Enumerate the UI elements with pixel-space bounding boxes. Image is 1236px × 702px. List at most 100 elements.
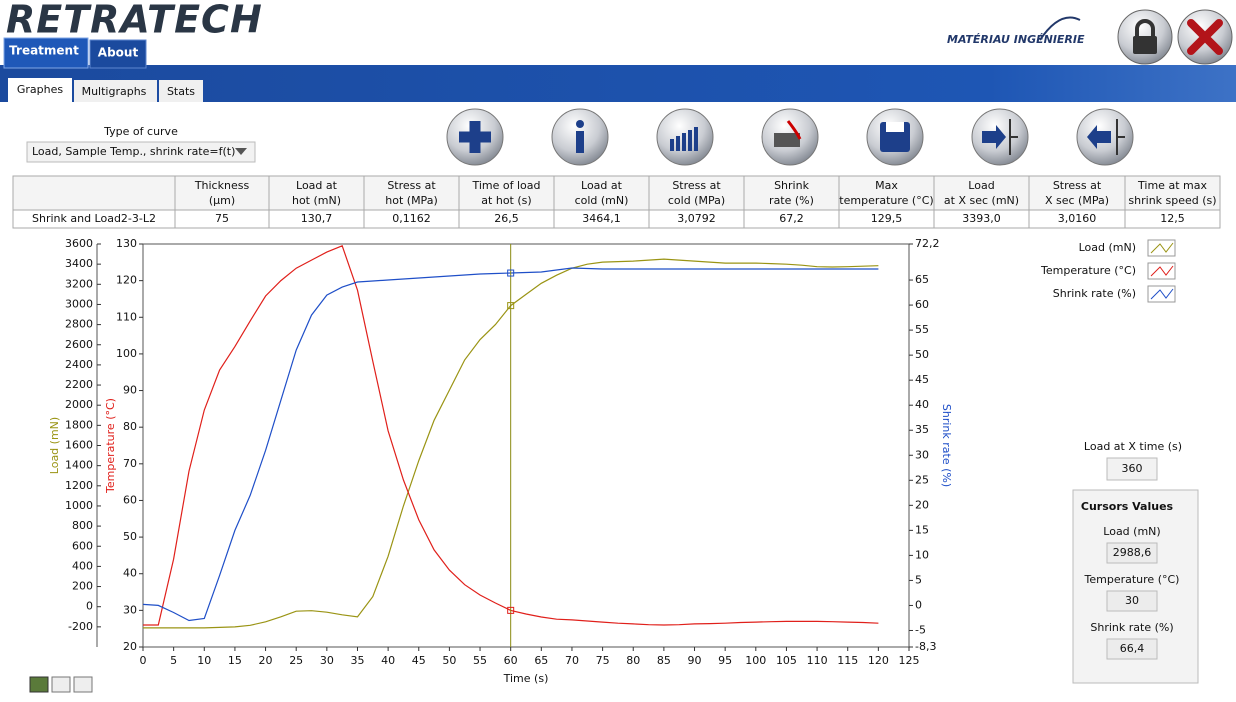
x-tick-label: 30 (320, 654, 334, 667)
partner-logo: MATÉRIAU INGÉNIERIE (947, 33, 1085, 46)
graph-tools[interactable] (29, 676, 93, 693)
load-tick-label: -200 (68, 620, 93, 633)
icon[interactable] (982, 125, 1006, 149)
shrink-tick-label: -8,3 (915, 640, 936, 653)
lock-button[interactable] (1117, 9, 1173, 65)
table-header: X sec (MPa) (1045, 194, 1109, 207)
table-header: Load at (581, 179, 623, 192)
temperature-tick-label: 90 (123, 384, 137, 397)
x-axis-title: Time (s) (503, 672, 549, 685)
icon[interactable] (886, 122, 904, 132)
legend-swatch (1147, 262, 1176, 280)
shrink-tick-label: 20 (915, 498, 929, 511)
cursor-marker (507, 302, 515, 310)
table-header: Stress at (672, 179, 721, 192)
cursor-label: Shrink rate (%) (1090, 621, 1173, 634)
toolbar-stats[interactable] (656, 108, 714, 166)
y-axis-title: Shrink rate (%) (940, 404, 953, 487)
load-tick-label: 800 (72, 519, 93, 532)
table-header: Max (875, 179, 898, 192)
cursors-title: Cursors Values (1081, 500, 1174, 513)
toolbar-cursor-hand[interactable] (1076, 108, 1134, 166)
shrink-tick-label: 35 (915, 423, 929, 436)
icon[interactable] (682, 133, 686, 151)
temperature-tick-label: 110 (116, 310, 137, 323)
icon[interactable] (576, 120, 584, 128)
table-cell: 130,7 (301, 212, 333, 225)
load-tick-label: 3200 (65, 277, 93, 290)
shrink-tick-label: 60 (915, 298, 929, 311)
load-tick-label: 3000 (65, 297, 93, 310)
shrink-tick-label: 45 (915, 373, 929, 386)
temperature-tick-label: 50 (123, 530, 137, 543)
icon[interactable] (694, 127, 698, 151)
icon[interactable] (1009, 119, 1018, 155)
cursor-label: Load (mN) (1103, 525, 1160, 538)
icon[interactable] (688, 130, 692, 151)
shrink-tick-label: 30 (915, 448, 929, 461)
shrink-tick-label: 5 (915, 573, 922, 586)
table-cell: 67,2 (779, 212, 804, 225)
toolbar-save[interactable] (866, 108, 924, 166)
subtab-label[interactable]: Graphes (17, 83, 64, 96)
legend-line (1150, 265, 1174, 277)
toolbar-plus[interactable] (446, 108, 504, 166)
subtab-label[interactable]: Stats (167, 85, 195, 98)
tab-label[interactable]: Treatment (9, 44, 79, 58)
shrink-tick-label: 65 (915, 273, 929, 286)
table-header: at X sec (mN) (944, 194, 1019, 207)
icon[interactable] (1116, 119, 1125, 155)
load-tick-label: 2000 (65, 398, 93, 411)
load-tick-label: 1600 (65, 439, 93, 452)
dropdown-arrow[interactable] (235, 148, 247, 155)
y-axis-title: Load (mN) (48, 417, 61, 474)
curve-dropdown[interactable] (26, 141, 256, 163)
cursor-value: 2988,6 (1113, 546, 1152, 559)
load-tick-label: 2200 (65, 378, 93, 391)
subtab-multigraphs[interactable] (74, 80, 157, 102)
icon[interactable] (1087, 125, 1111, 149)
load-tick-label: 1800 (65, 418, 93, 431)
table-header: cold (mN) (575, 194, 629, 207)
tab-treatment[interactable] (3, 37, 89, 69)
icon[interactable] (676, 136, 680, 151)
toolbar-cursor-in[interactable] (971, 108, 1029, 166)
icon[interactable] (576, 131, 584, 153)
table-header: Thickness (194, 179, 250, 192)
shrink-tick-label: 25 (915, 473, 929, 486)
table-cell: 129,5 (871, 212, 903, 225)
legend-line (1150, 242, 1174, 254)
curve-label: Type of curve (103, 125, 178, 138)
shrink-tick-label: 72,2 (915, 237, 940, 250)
legend-label: Load (mN) (1079, 241, 1136, 254)
icon[interactable] (786, 120, 802, 140)
close-button[interactable] (1177, 9, 1233, 65)
subtab-stats[interactable] (159, 80, 203, 102)
toolbar-info[interactable] (551, 108, 609, 166)
legend-swatch (1147, 239, 1176, 257)
icon[interactable] (459, 121, 491, 153)
shrink-tick-label: 40 (915, 398, 929, 411)
subtab-label[interactable]: Multigraphs (82, 85, 147, 98)
legend-line (1150, 288, 1174, 300)
table-header: hot (mN) (292, 194, 341, 207)
table-cell: 3,0792 (677, 212, 716, 225)
cursor-value-box (1106, 590, 1158, 612)
toolbar-pdf[interactable] (761, 108, 819, 166)
x-time-box[interactable] (1106, 457, 1158, 481)
shrink-tick-label: 0 (915, 598, 922, 611)
tab-label[interactable]: About (98, 46, 139, 60)
x-tick-label: 50 (442, 654, 456, 667)
icon[interactable] (774, 133, 800, 147)
curve-value[interactable]: Load, Sample Temp., shrink rate=f(t) (32, 145, 235, 158)
icon[interactable] (670, 139, 674, 151)
tab-about[interactable] (89, 39, 147, 69)
x-tick-label: 0 (140, 654, 147, 667)
plot-area (142, 243, 910, 648)
x-tick-label: 65 (534, 654, 548, 667)
table-header: Load at (296, 179, 338, 192)
load-tick-label: 200 (72, 580, 93, 593)
subtab-graphes[interactable] (8, 78, 72, 104)
table-cell: 3464,1 (582, 212, 621, 225)
shrink-tick-label: -5 (915, 623, 926, 636)
